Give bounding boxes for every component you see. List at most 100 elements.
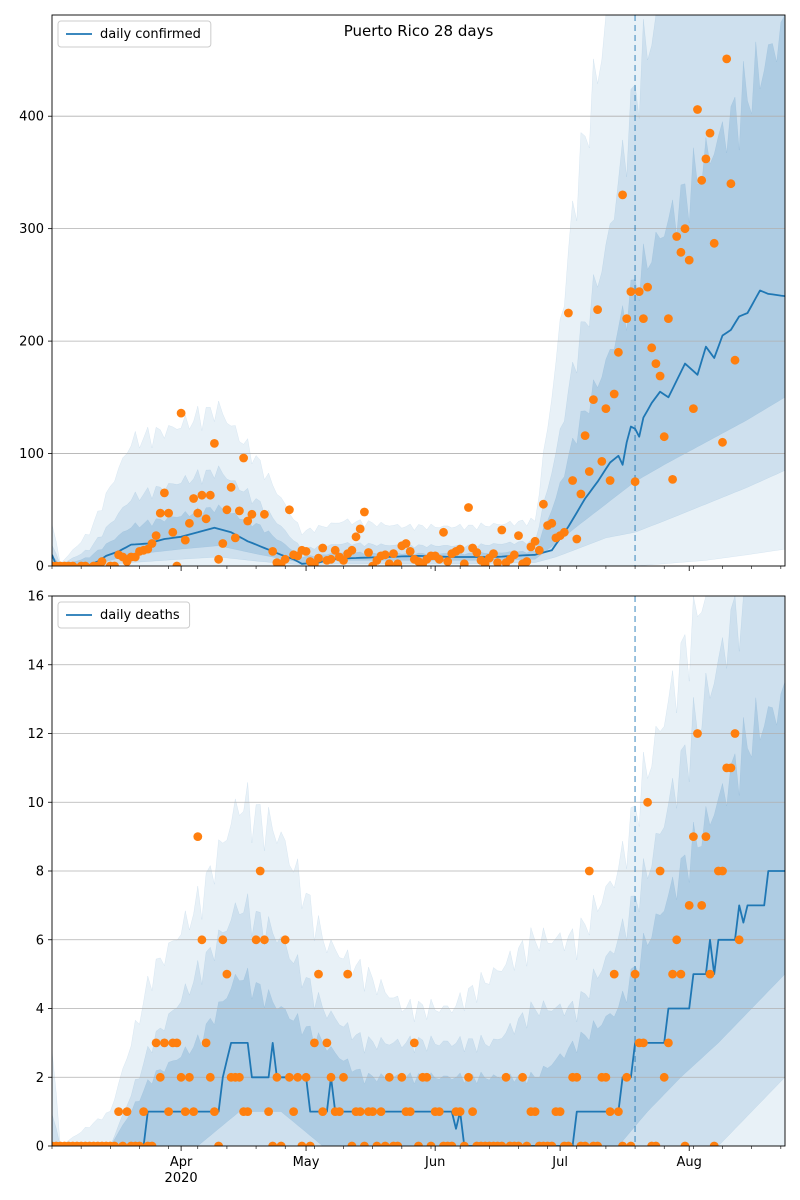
data-point: [618, 1141, 627, 1146]
data-point: [522, 557, 532, 566]
data-point: [630, 477, 640, 487]
data-point: [422, 1072, 432, 1082]
data-point: [539, 499, 548, 509]
legend-box: [57, 20, 212, 48]
y-tick-label: 10: [27, 796, 44, 811]
y-tick-label: 200: [19, 335, 44, 350]
y-tick-label: 100: [19, 447, 44, 462]
data-point: [497, 525, 507, 535]
data-point: [547, 1141, 557, 1146]
data-point: [176, 1072, 186, 1082]
data-point: [168, 527, 178, 537]
data-point: [580, 1141, 590, 1146]
data-point: [247, 509, 257, 519]
data-point: [618, 190, 627, 200]
data-point: [326, 554, 336, 564]
data-point: [110, 1141, 119, 1146]
data-point: [434, 554, 444, 564]
data-point: [589, 395, 598, 404]
x-tick-year-label: 2020: [165, 1171, 198, 1186]
data-point: [68, 561, 78, 566]
data-point: [314, 969, 323, 979]
series-line: [52, 289, 785, 566]
data-point: [264, 1107, 273, 1116]
data-point: [172, 1038, 182, 1048]
data-point: [155, 508, 165, 518]
x-tick-label: Apr: [170, 1155, 193, 1170]
data-point: [676, 247, 686, 257]
data-point: [501, 1072, 511, 1082]
series-line-path: [52, 870, 785, 1146]
data-point: [614, 1107, 623, 1116]
data-point: [405, 1107, 415, 1116]
data-point: [305, 1141, 315, 1146]
data-point: [405, 547, 415, 556]
data-point: [601, 1072, 611, 1082]
data-point: [568, 476, 577, 485]
data-point: [634, 287, 644, 296]
data-point: [689, 832, 698, 841]
data-point: [393, 1141, 403, 1146]
data-point: [351, 532, 361, 542]
data-point: [593, 1141, 602, 1146]
data-point: [201, 1038, 211, 1048]
y-tick-label: 0: [36, 560, 44, 575]
data-point: [472, 548, 482, 557]
data-point: [434, 1107, 444, 1116]
data-point: [180, 1107, 190, 1116]
y-tick-label: 0: [36, 1140, 44, 1155]
data-point: [155, 1072, 165, 1082]
data-point: [514, 1141, 523, 1146]
data-point: [230, 533, 240, 543]
data-point: [530, 536, 540, 546]
data-point: [639, 314, 648, 323]
data-point: [534, 545, 544, 555]
data-point: [110, 561, 119, 566]
data-point: [268, 1141, 278, 1146]
data-point: [235, 506, 244, 516]
data-point: [514, 531, 523, 540]
data-point: [322, 1038, 332, 1048]
data-point: [339, 556, 348, 565]
data-point: [314, 553, 323, 563]
data-point: [647, 343, 657, 353]
data-point: [651, 359, 661, 368]
data-point: [734, 935, 744, 945]
data-point: [368, 1107, 378, 1116]
data-point: [318, 543, 328, 553]
y-tick-label: 6: [36, 933, 44, 948]
data-point: [185, 518, 194, 528]
data-point: [605, 476, 615, 485]
data-point: [609, 969, 619, 979]
data-point: [639, 1038, 648, 1048]
data-point: [597, 457, 607, 466]
data-point: [697, 175, 707, 185]
data-point: [285, 1072, 294, 1082]
data-point: [672, 935, 682, 945]
data-point: [147, 1141, 157, 1146]
data-point: [459, 1141, 469, 1146]
data-point: [497, 1141, 507, 1146]
data-point: [726, 179, 736, 189]
data-point: [364, 548, 373, 557]
data-point: [118, 1141, 128, 1146]
legend-box: [57, 601, 191, 629]
data-point: [730, 355, 740, 365]
data-point: [447, 1141, 457, 1146]
data-point: [222, 505, 232, 515]
data-point: [164, 1107, 174, 1116]
observed-points: [52, 729, 744, 1146]
data-point: [384, 1072, 394, 1082]
data-point: [285, 505, 294, 515]
data-point: [397, 1072, 407, 1082]
data-point: [243, 516, 253, 526]
y-tick-label: 12: [27, 727, 44, 742]
data-point: [384, 559, 394, 566]
y-tick-label: 2: [36, 1071, 44, 1086]
data-point: [80, 561, 90, 566]
data-point: [389, 549, 398, 558]
data-point: [443, 557, 453, 566]
data-point: [684, 255, 694, 265]
data-point: [459, 559, 469, 566]
